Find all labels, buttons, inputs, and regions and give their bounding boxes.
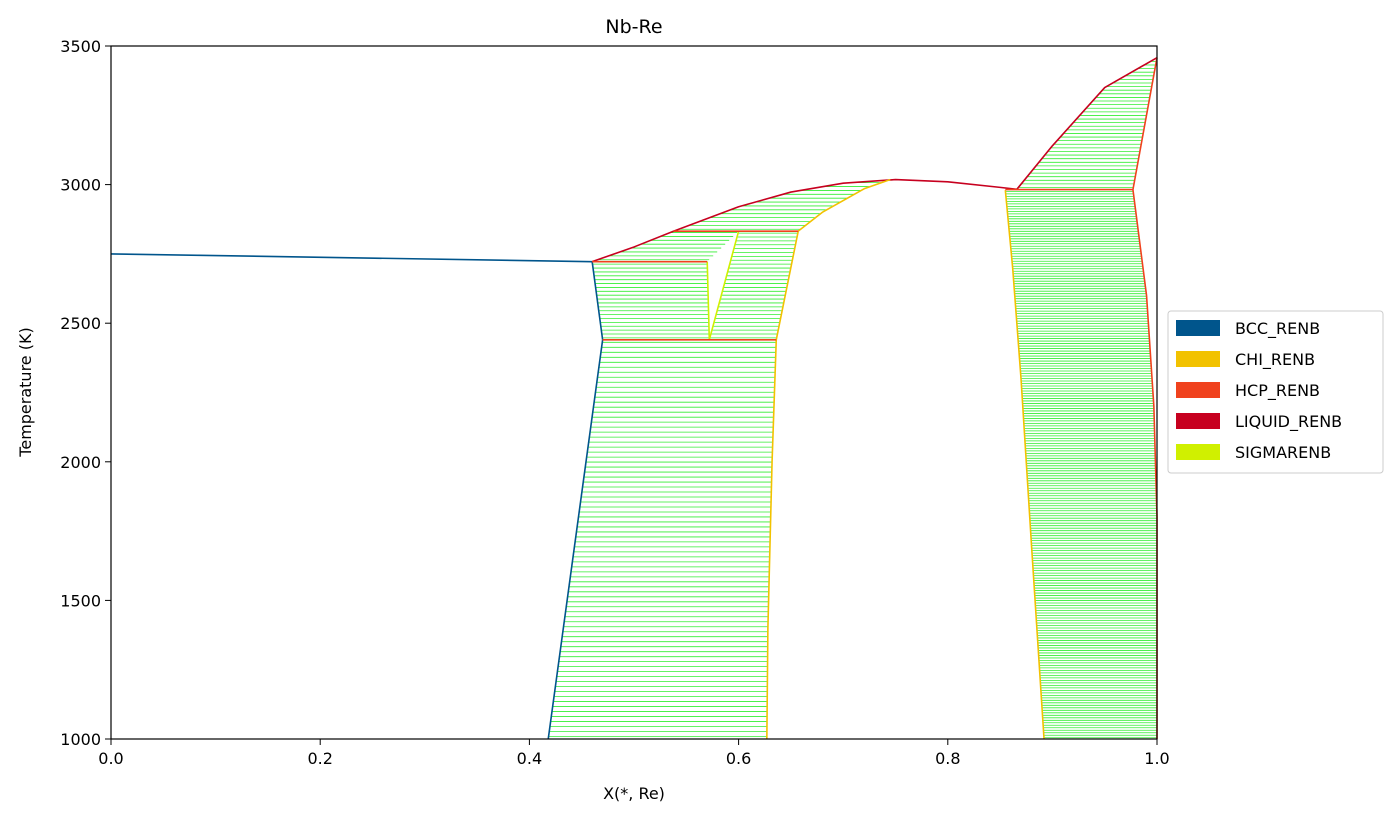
phase-boundary-liquid-renb [591,230,675,263]
legend-label: SIGMARENB [1235,443,1331,462]
legend-label: LIQUID_RENB [1235,412,1342,432]
x-axis-ticks: 0.0 0.2 0.4 0.6 0.8 1.0 [98,739,1170,768]
x-tick-label: 0.0 [98,749,123,768]
y-tick-label: 1000 [60,730,101,749]
legend: BCC_RENB CHI_RENB HCP_RENB LIQUID_RENB SIGMA… [1167,310,1384,474]
x-tick-label: 0.4 [517,749,542,768]
legend-label: CHI_RENB [1235,350,1315,370]
y-tick-label: 2000 [60,453,101,472]
plot-frame [110,45,1158,740]
phase-boundary-bcc-renb [591,261,604,340]
phase-boundary-liquid-renb [673,178,1017,232]
legend-swatch [1176,351,1220,367]
phase-boundary-chi-renb [797,178,891,232]
legend-label: BCC_RENB [1235,319,1320,339]
x-axis-label: X(*, Re) [603,784,665,803]
legend-swatch [1176,413,1220,429]
chart-title: Nb-Re [605,16,662,38]
phase-boundary-chi-renb [1004,190,1045,740]
phase-boundary-hcp-renb [1132,57,1158,190]
legend-swatch [1176,382,1220,398]
legend-swatch [1176,444,1220,460]
legend-swatch [1176,320,1220,336]
phase-boundary-liquid-renb [1016,56,1158,190]
y-tick-label: 3500 [60,37,101,56]
x-tick-label: 1.0 [1144,749,1169,768]
legend-label: HCP_RENB [1235,381,1320,401]
phase-boundary-bcc-renb [547,339,604,740]
x-tick-label: 0.6 [726,749,751,768]
tieline-layer [548,57,1157,739]
x-tick-label: 0.8 [935,749,960,768]
y-axis-label: Temperature (K) [16,327,35,457]
legend-frame [1167,310,1384,474]
phase-boundary-hcp-renb [1132,189,1158,739]
y-tick-label: 1500 [60,591,101,610]
phase-boundary-chi-renb [766,231,800,740]
y-tick-label: 2500 [60,314,101,333]
phase-boundary-bcc-renb [110,253,593,263]
y-tick-label: 3000 [60,176,101,195]
y-axis-ticks: 1000 1500 2000 2500 3000 3500 [60,37,111,749]
x-tick-label: 0.2 [307,749,332,768]
phase-boundary-sigmarenb [706,230,740,341]
